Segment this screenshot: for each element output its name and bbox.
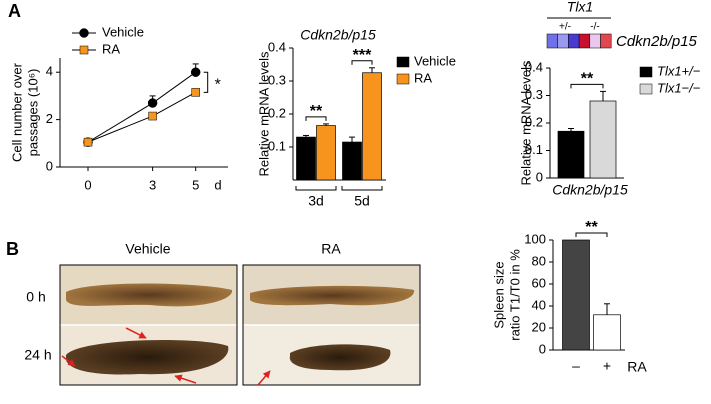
category-bracket [341,186,383,191]
y-tick-label: 0.1 [268,138,286,153]
bar [562,239,590,351]
y-axis-label: passages (10⁶) [25,69,40,157]
y-tick-label: 0.3 [525,87,543,102]
heatmap-cell [578,33,591,49]
column-label: RA [321,241,341,257]
bar [316,125,336,181]
point [191,88,200,97]
significance-label: ** [310,103,323,120]
photo-panel [242,264,421,386]
y-tick-label: 100 [524,231,546,246]
bar [296,136,316,181]
y-tick-label: 80 [532,253,546,268]
chart-title: Cdkn2b/p15 [300,27,376,43]
legend-swatch [639,83,653,95]
y-tick-label: 0.1 [525,142,543,157]
y-axis-label: Relative mRNA levels [518,60,533,185]
y-axis-label: ratio T1/T0 in % [507,249,522,341]
x-tick-label: 5d [354,193,370,209]
point [83,137,93,147]
heatmap-title: Tlx1 [567,0,593,15]
bar [593,314,621,351]
significance-label: ** [585,219,598,236]
point [147,98,158,108]
significance-bracket [570,83,604,89]
significance-bracket [575,232,608,237]
significance-bracket [203,71,209,93]
y-axis-label: Cell number over [9,62,24,162]
heatmap-cell [589,33,601,49]
y-tick-label: 20 [532,319,546,334]
legend-label: RA [414,70,432,85]
y-tick-label: 40 [532,297,546,312]
y-axis-label: Relative mRNA levels [256,51,271,176]
panel-label: A [8,1,21,21]
heatmap-label: Cdkn2b/p15 [616,33,698,50]
y-tick-label: 2 [46,111,53,126]
y-tick-label: 0 [539,341,546,356]
x-axis-label: RA [627,359,647,375]
x-axis-label: Cdkn2b/p15 [552,182,628,198]
x-tick-label: 5 [192,177,199,192]
y-tick-label: 0 [46,158,53,173]
panel-label: B [6,239,19,259]
y-tick-label: 0.3 [268,72,286,87]
bar [557,130,585,179]
row-label: 0 h [26,289,45,305]
y-tick-label: 4 [46,64,53,79]
significance-label: ** [581,71,594,88]
x-tick-label: 3d [308,193,324,209]
x-tick-label: 0 [84,177,91,192]
legend-swatch [639,66,653,78]
heatmap-group: +/- [559,22,571,33]
significance-bracket [305,116,327,121]
heatmap-cell [568,33,580,49]
legend-label: Vehicle [414,53,456,68]
x-axis-label: d [214,177,221,192]
legend-swatch [396,73,410,85]
column-label: Vehicle [125,241,170,257]
heatmap-cell [600,33,612,49]
series-line [87,71,196,143]
significance-bracket [351,60,373,65]
row-label: 24 h [24,347,51,363]
y-tick-label: 0.2 [268,105,286,120]
heatmap-cell [557,33,569,49]
y-tick-label: 0.2 [525,114,543,129]
category-bracket [295,186,337,191]
legend-label: Vehicle [102,24,144,39]
legend-marker [79,45,89,55]
significance-label: * [215,77,221,94]
y-tick-label: 0.4 [525,59,543,74]
x-tick-label: + [603,358,611,374]
heatmap-cell [546,33,558,49]
photo-panel [59,264,238,386]
legend-label: RA [102,41,120,56]
y-tick-label: 0.4 [268,39,286,54]
bar [342,141,362,181]
legend-marker [79,28,89,38]
legend-label: Tlx1+/− [657,63,701,78]
point [148,111,157,121]
y-axis-label: Spleen size [491,261,506,328]
series-line [87,91,196,143]
x-tick-label: – [572,358,580,374]
y-tick-label: 60 [532,275,546,290]
y-tick-label: 0 [536,169,543,184]
heatmap-group: -/- [590,22,599,33]
x-tick-label: 3 [149,177,156,192]
bar [589,100,617,179]
bar [362,72,382,181]
legend-label: Tlx1−/− [657,80,701,95]
significance-label: *** [353,47,372,64]
legend-swatch [396,56,410,68]
point [190,67,201,77]
